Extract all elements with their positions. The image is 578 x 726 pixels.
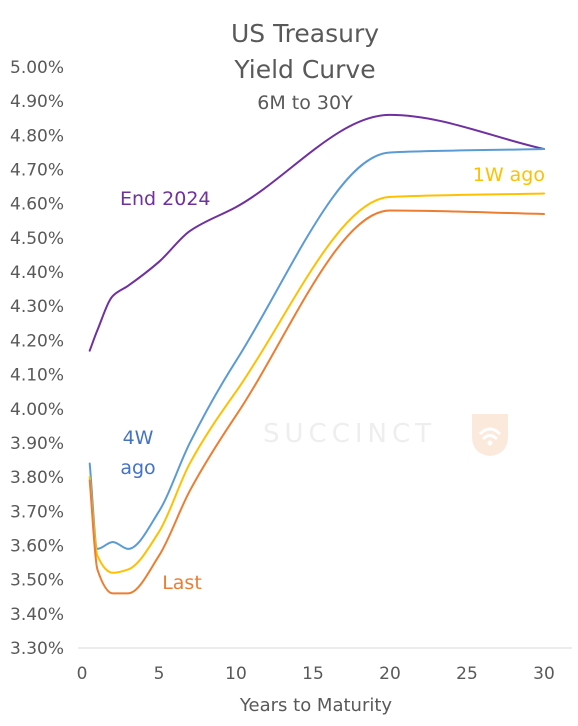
series-label-last: Last [162,572,202,594]
y-tick-label: 3.60% [10,536,64,556]
y-tick-label: 4.80% [10,126,64,146]
y-tick-label: 3.50% [10,571,64,591]
series-line-end-2024 [88,113,545,352]
watermark-text: SUCCINCT [263,419,436,449]
y-axis-ticks: 3.30% 3.40% 3.50% 3.60% 3.70% 3.80% 3.90% 4.00%… [10,58,64,659]
y-tick-label: 3.70% [10,502,64,522]
chart-subtitle: 6M to 30Y [257,92,353,114]
series-label-4w-ago: ago [120,457,155,479]
series-line-4w-ago [88,148,545,550]
series-layer [88,113,545,595]
y-tick-label: 3.80% [10,468,64,488]
series-label-end-2024: End 2024 [120,188,211,210]
y-tick-label: 4.40% [10,263,64,283]
x-tick-label: 5 [154,664,165,684]
y-tick-label: 4.20% [10,331,64,351]
chart-title-line-2: Yield Curve [233,55,375,84]
y-tick-label: 4.60% [10,195,64,215]
x-tick-label: 15 [302,664,324,684]
y-tick-label: 4.50% [10,229,64,249]
x-tick-label: 30 [533,664,555,684]
x-axis-ticks: 0 5 10 15 20 25 30 [77,664,555,684]
y-tick-label: 4.90% [10,92,64,112]
y-tick-label: 4.30% [10,297,64,317]
series-label-4w-ago: 4W [123,427,154,449]
series-label-1w-ago: 1W ago [473,164,545,186]
x-tick-label: 25 [456,664,478,684]
watermark: SUCCINCT [263,414,508,456]
x-axis-label: Years to Maturity [239,695,392,716]
y-tick-label: 5.00% [10,58,64,78]
watermark-logo-icon [472,414,508,456]
x-tick-label: 0 [77,664,88,684]
series-line-last [88,209,545,595]
x-tick-label: 10 [225,664,247,684]
chart-title: US Treasury [231,19,379,48]
series-line-1w-ago [88,192,545,574]
y-tick-label: 3.30% [10,639,64,659]
y-tick-label: 4.70% [10,161,64,181]
y-tick-label: 4.00% [10,400,64,420]
y-tick-label: 3.40% [10,605,64,625]
x-tick-label: 20 [379,664,401,684]
y-tick-label: 4.10% [10,366,64,386]
series-labels: End 2024 4W ago 1W ago Last [120,164,545,594]
y-tick-label: 3.90% [10,434,64,454]
